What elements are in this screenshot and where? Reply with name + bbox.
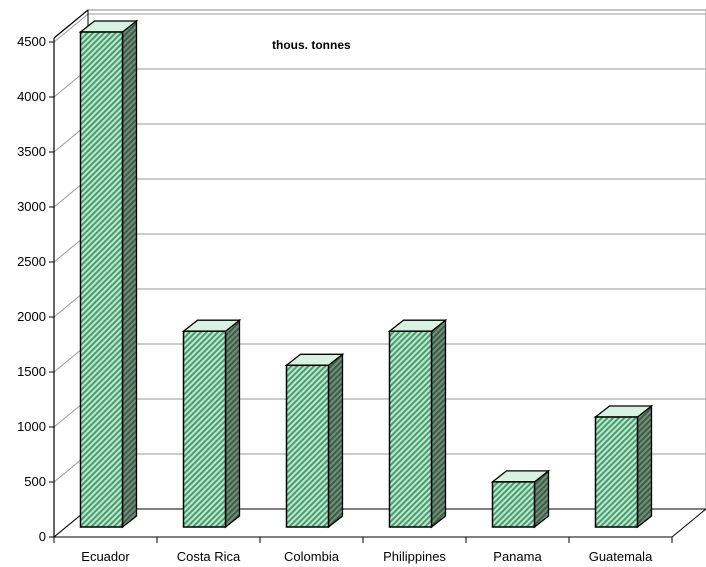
y-tick-label: 3000 [17, 199, 46, 214]
y-axis-ticks: 0 500 1000 1500 2000 2500 3000 3500 4000 4500 [17, 34, 54, 544]
x-tick-label: Colombia [284, 549, 340, 564]
bar [593, 404, 654, 529]
y-tick-label: 4000 [17, 89, 46, 104]
bar [284, 352, 345, 529]
y-tick-label: 3500 [17, 144, 46, 159]
y-tick-label: 1500 [17, 364, 46, 379]
bar [490, 469, 551, 529]
x-tick-label: Panama [493, 549, 542, 564]
bar-side [121, 19, 138, 529]
y-tick-label: 2000 [17, 309, 46, 324]
x-tick-label: Guatemala [589, 549, 653, 564]
bar-side [327, 352, 344, 529]
bars [78, 19, 654, 529]
chart-title: thous. tonnes [272, 38, 351, 52]
x-axis-labels: Ecuador Costa Rica Colombia Philippines Pana… [81, 549, 653, 564]
y-tick-label: 1000 [17, 419, 46, 434]
x-tick-label: Ecuador [81, 549, 130, 564]
y-tick-label: 4500 [17, 34, 46, 49]
bar-front [388, 330, 433, 528]
y-tick-label: 0 [39, 529, 46, 544]
bar-front [182, 330, 227, 528]
bar-front [79, 31, 124, 528]
x-tick-label: Costa Rica [177, 549, 241, 564]
bar [78, 19, 139, 529]
bar-front [594, 416, 639, 528]
bar-front [285, 364, 330, 528]
bar-front [491, 481, 536, 528]
gridline-left [53, 13, 89, 43]
bar [387, 318, 448, 529]
bar-side [430, 318, 447, 529]
bar-side [224, 318, 241, 529]
y-tick-label: 2500 [17, 254, 46, 269]
bar [181, 318, 242, 529]
y-tick-label: 500 [24, 474, 46, 489]
bar-side [636, 404, 653, 529]
x-tick-label: Philippines [383, 549, 446, 564]
